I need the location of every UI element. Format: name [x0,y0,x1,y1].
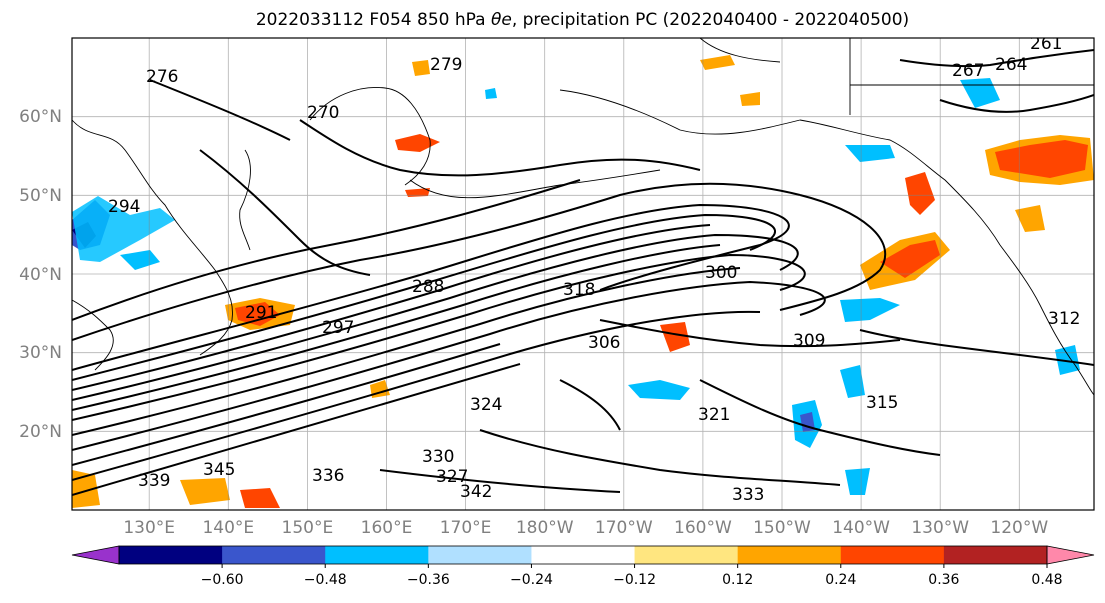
lon-label: 150°W [753,518,811,538]
colorbar-cell [737,546,842,564]
contour-label: 306 [588,333,620,353]
lon-label: 180°W [516,518,574,538]
contour-label: 315 [866,393,898,413]
lon-label: 140°W [832,518,890,538]
contour-label: 264 [995,55,1027,75]
colorbar-cell [943,546,1048,564]
lon-label: 130°W [911,518,969,538]
colorbar-tick-label: −0.12 [613,572,656,588]
contour-label: 318 [563,280,595,300]
contour-label: 345 [203,460,235,480]
contour-label: 270 [307,103,339,123]
longitude-labels: 130°E 140°E 150°E 160°E 170°E 180°W 170°… [123,518,1048,538]
colorbar-tick-label: −0.48 [304,572,347,588]
colorbar-tick-label: −0.60 [201,572,244,588]
colorbar-tick-label: 0.12 [722,572,753,588]
colorbar-cell [840,546,945,564]
lon-label: 160°W [674,518,732,538]
coastlines [72,38,1094,396]
contour-label: 330 [422,447,454,467]
lon-label: 120°W [990,518,1048,538]
contour-label: 279 [430,55,462,75]
colorbar-tick-label: −0.36 [407,572,450,588]
colorbar: −0.60 −0.48 −0.36 −0.24 −0.12 0.12 0.24 0.36 0.4… [71,545,1095,588]
contour-label: 300 [705,263,737,283]
colorbar-ticks: −0.60 −0.48 −0.36 −0.24 −0.12 0.12 0.24 0.36 0.4… [201,564,1063,588]
contour-label: 294 [108,197,140,217]
lat-label: 20°N [19,422,62,442]
contour-label: 333 [732,485,764,505]
contour-label: 336 [312,466,344,486]
lat-label: 60°N [19,107,62,127]
colorbar-cell [119,546,223,564]
gridlines [72,38,1094,510]
colorbar-cell [325,546,429,564]
lat-label: 30°N [19,343,62,363]
colorbar-outline [118,545,1048,565]
lon-label: 130°E [123,518,175,538]
contour-label: 297 [322,318,354,338]
contour-label: 288 [412,277,444,297]
title-symbol: θe [490,10,512,30]
lon-label: 170°E [440,518,492,538]
colorbar-cell [222,546,326,564]
latitude-labels: 20°N 30°N 40°N 50°N 60°N [19,107,62,442]
lon-label: 170°W [595,518,653,538]
colorbar-cells [119,546,1048,564]
contour-label: 339 [138,471,170,491]
contour-label: 309 [793,331,825,351]
contour-label: 291 [245,303,277,323]
title-suffix: , precipitation PC (2022040400 - 2022040… [511,10,910,30]
theta-e-contours [72,49,1094,496]
colorbar-tick-label: 0.24 [825,572,856,588]
contour-labels: 276 279 270 267 264 261 294 291 288 297 … [108,34,1080,505]
colorbar-tick-label: 0.48 [1031,572,1062,588]
plot-title: 2022033112 F054 850 hPa θe, precipitatio… [0,10,1105,30]
map-panel: 276 279 270 267 264 261 294 291 288 297 … [72,34,1094,510]
colorbar-extend-high [1046,545,1095,565]
contour-label: 321 [698,405,730,425]
contour-label: 276 [146,67,178,87]
map-frame [71,37,1095,511]
colorbar-cell [634,546,739,564]
colorbar-tick-label: −0.24 [510,572,553,588]
contour-label: 267 [952,61,984,81]
lon-label: 140°E [202,518,254,538]
lat-label: 40°N [19,265,62,285]
contour-label: 342 [460,482,492,502]
colorbar-cell [428,546,532,564]
colorbar-extend-low [71,545,120,565]
contour-label: 312 [1048,309,1080,329]
lon-label: 150°E [282,518,334,538]
contour-label: 324 [470,395,502,415]
colorbar-cell [531,546,636,564]
colorbar-tick-label: 0.36 [928,572,959,588]
contour-label: 261 [1030,34,1062,54]
contour-label: 327 [436,467,468,487]
lon-label: 160°E [361,518,413,538]
title-prefix: 2022033112 F054 850 hPa [255,10,491,30]
precip-shading [72,55,1094,508]
lat-label: 50°N [19,186,62,206]
